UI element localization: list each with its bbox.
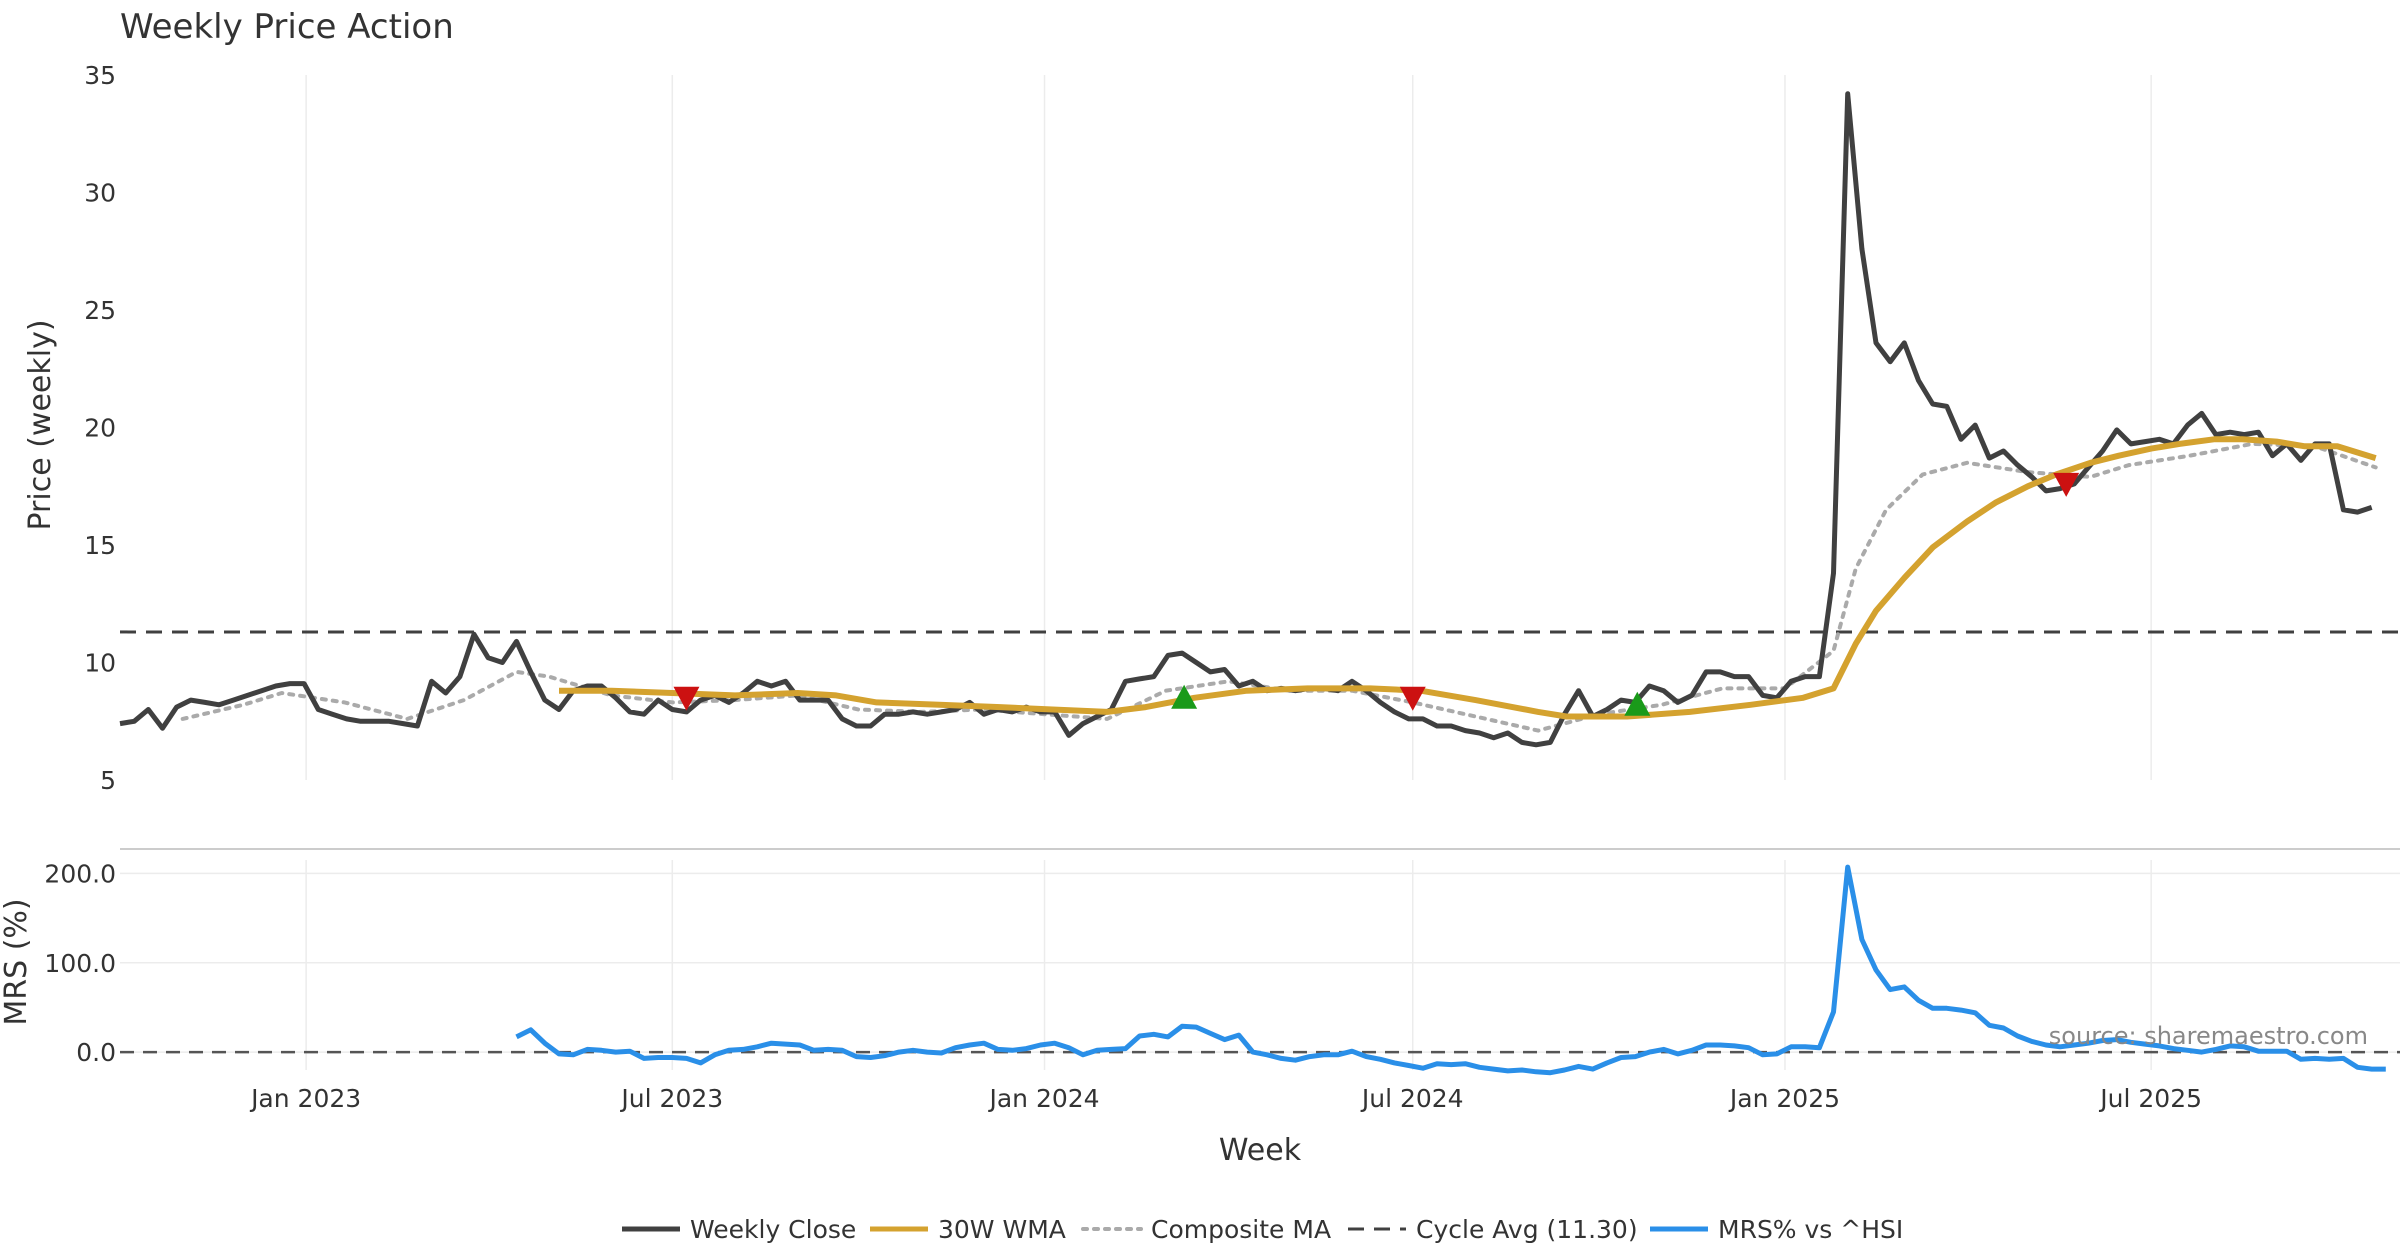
x-axis-label: Week — [1219, 1133, 1302, 1168]
buy-signal-marker — [1171, 684, 1198, 709]
mrs-y-tick-label: 0.0 — [76, 1038, 116, 1067]
price-y-tick-label: 10 — [84, 649, 116, 678]
price-y-tick-label: 5 — [100, 766, 116, 795]
legend: Weekly Close 30W WMA Composite MA Cycle Avg… — [622, 1215, 1903, 1244]
sell-signal-marker — [1399, 686, 1426, 711]
mrs-y-tick-label: 200.0 — [44, 859, 116, 888]
weekly-close-line — [119, 91, 2373, 748]
price-y-tick-label: 20 — [84, 414, 116, 443]
buy-signal-marker — [1624, 691, 1651, 716]
mrs-series — [120, 864, 2400, 1076]
signal-markers — [673, 472, 2080, 716]
price-y-ticks: 5 10 15 20 25 30 35 — [84, 61, 116, 795]
sell-signal-marker — [673, 686, 700, 711]
price-series — [119, 91, 2400, 748]
price-y-tick-label: 15 — [84, 531, 116, 560]
legend-label: Composite MA — [1151, 1215, 1331, 1244]
x-tick-label: Jan 2023 — [249, 1084, 361, 1113]
x-tick-label: Jul 2023 — [619, 1084, 723, 1113]
legend-label: 30W WMA — [938, 1215, 1066, 1244]
mrs-y-axis-label: MRS (%) — [0, 898, 34, 1025]
price-y-tick-label: 25 — [84, 296, 116, 325]
x-tick-label: Jul 2024 — [1360, 1084, 1464, 1113]
legend-label: Cycle Avg (11.30) — [1416, 1215, 1638, 1244]
source-credit: source: sharemaestro.com — [2049, 1022, 2368, 1050]
legend-label: MRS% vs ^HSI — [1718, 1215, 1903, 1244]
legend-label: Weekly Close — [690, 1215, 856, 1244]
x-tick-label: Jan 2024 — [987, 1084, 1099, 1113]
mrs-line — [515, 864, 2386, 1076]
price-y-axis-label: Price (weekly) — [23, 319, 58, 530]
x-tick-label: Jan 2025 — [1728, 1084, 1840, 1113]
mrs-y-ticks: 0.0 100.0 200.0 — [44, 859, 116, 1067]
sell-signal-marker — [2053, 472, 2080, 497]
price-y-tick-label: 35 — [84, 61, 116, 90]
x-tick-label: Jul 2025 — [2098, 1084, 2202, 1113]
price-y-tick-label: 30 — [84, 179, 116, 208]
wma-30w-line — [559, 436, 2377, 720]
x-ticks: Jan 2023 Jul 2023 Jan 2024 Jul 2024 Jan 2025… — [249, 1084, 2202, 1113]
chart-title: Weekly Price Action — [120, 7, 454, 47]
price-gridlines — [305, 75, 2152, 780]
mrs-y-tick-label: 100.0 — [44, 949, 116, 978]
